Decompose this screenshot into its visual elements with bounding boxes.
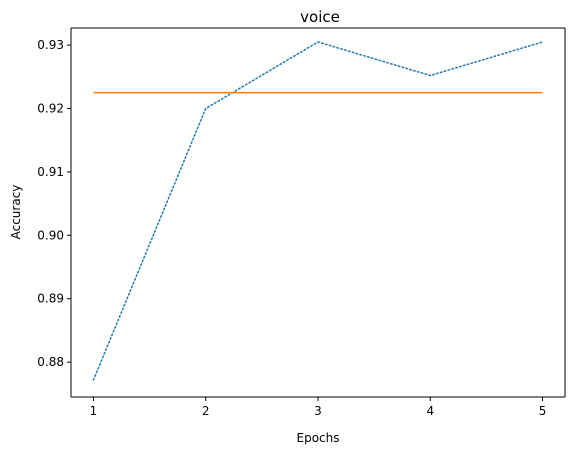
series-layer <box>92 41 544 381</box>
series-line-1 <box>92 41 544 381</box>
plot-area <box>71 28 565 397</box>
axes-frame <box>70 27 566 398</box>
x-tick-label: 2 <box>202 404 210 418</box>
y-tick-label: 0.93 <box>37 38 64 52</box>
y-tick-label: 0.90 <box>37 228 64 242</box>
x-ticks: 1 2 3 4 5 <box>90 397 547 418</box>
x-tick-label: 4 <box>426 404 434 418</box>
x-axis-label: Epochs <box>297 431 340 445</box>
y-tick-label: 0.92 <box>37 102 64 116</box>
x-tick-label: 3 <box>314 404 322 418</box>
y-ticks: 0.88 0.89 0.90 0.91 0.92 0.93 <box>37 38 71 369</box>
x-tick-label: 5 <box>539 404 547 418</box>
y-tick-label: 0.91 <box>37 165 64 179</box>
chart-title: voice <box>300 8 340 26</box>
y-tick-label: 0.89 <box>37 292 64 306</box>
x-tick-label: 1 <box>90 404 98 418</box>
y-tick-label: 0.88 <box>37 355 64 369</box>
y-axis-label: Accuracy <box>9 185 23 240</box>
